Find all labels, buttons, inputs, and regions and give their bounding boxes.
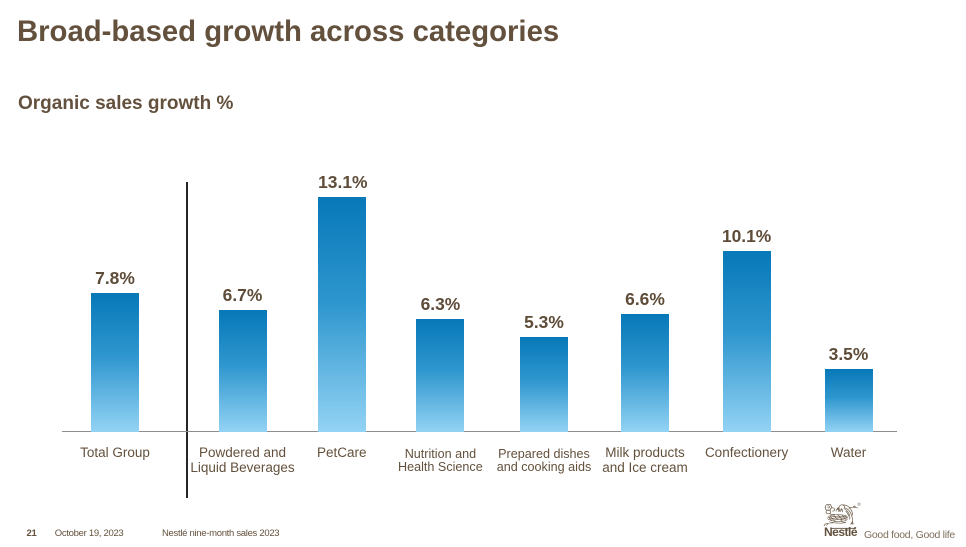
svg-text:Nestlé: Nestlé xyxy=(824,525,858,539)
svg-text:®: ® xyxy=(858,502,862,507)
